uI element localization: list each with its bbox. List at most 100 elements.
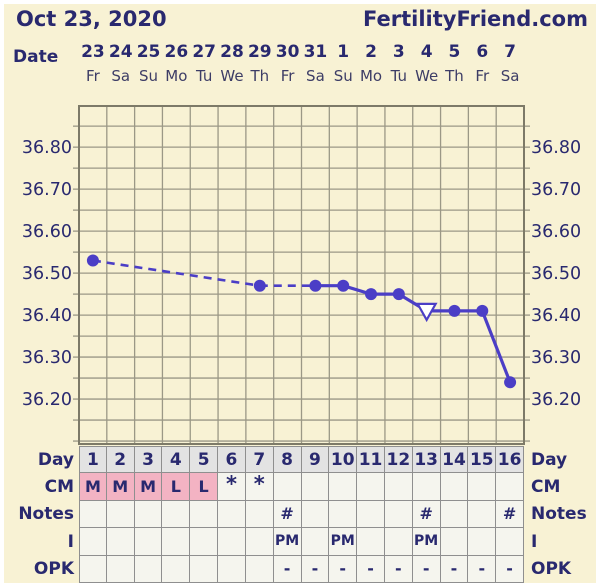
cell-opk-day-3[interactable] xyxy=(134,555,163,583)
cell-opk-day-13[interactable]: - xyxy=(412,555,441,583)
cell-cm-day-15[interactable] xyxy=(468,473,497,501)
cell-notes-day-2[interactable] xyxy=(106,500,135,529)
cell-cm-day-16[interactable] xyxy=(496,473,524,501)
cell-day-day-10[interactable]: 10 xyxy=(329,446,358,474)
cell-cm-day-9[interactable] xyxy=(301,473,330,501)
cell-i-day-9[interactable] xyxy=(301,528,330,556)
cell-opk-day-2[interactable] xyxy=(106,555,135,583)
cell-day-day-7[interactable]: 7 xyxy=(245,446,274,474)
cell-day-day-3[interactable]: 3 xyxy=(134,446,163,474)
cell-opk-day-7[interactable] xyxy=(245,555,274,583)
cell-opk-day-6[interactable] xyxy=(218,555,246,583)
cell-opk-day-5[interactable] xyxy=(190,555,219,583)
temp-marker-day-16[interactable] xyxy=(504,376,517,389)
cell-i-day-15[interactable] xyxy=(468,528,497,556)
date-tick: 27 xyxy=(192,42,216,62)
cell-i-day-4[interactable] xyxy=(162,528,191,556)
y-axis-label-right: 36.30 xyxy=(531,348,581,368)
cell-opk-day-16[interactable]: - xyxy=(496,555,524,583)
cell-cm-day-5[interactable]: L xyxy=(190,473,219,501)
cell-i-day-8[interactable]: PM xyxy=(273,528,302,556)
cell-opk-day-15[interactable]: - xyxy=(468,555,497,583)
cell-notes-day-9[interactable] xyxy=(301,500,330,529)
temp-marker-day-7[interactable] xyxy=(253,279,266,292)
cell-day-day-6[interactable]: 6 xyxy=(218,446,246,474)
cell-cm-day-11[interactable] xyxy=(357,473,385,501)
cell-cm-day-14[interactable] xyxy=(440,473,469,501)
row-label-left-day: Day xyxy=(37,449,74,470)
cell-opk-day-10[interactable]: - xyxy=(329,555,358,583)
cell-notes-day-15[interactable] xyxy=(468,500,497,529)
cell-opk-day-1[interactable] xyxy=(79,555,107,583)
cell-cm-day-10[interactable] xyxy=(329,473,358,501)
cell-i-day-10[interactable]: PM xyxy=(329,528,358,556)
cell-cm-day-7[interactable]: * xyxy=(245,473,274,501)
cell-day-day-11[interactable]: 11 xyxy=(357,446,385,474)
cell-day-day-16[interactable]: 16 xyxy=(496,446,524,474)
cell-i-day-14[interactable] xyxy=(440,528,469,556)
cell-notes-day-11[interactable] xyxy=(357,500,385,529)
cell-day-day-15[interactable]: 15 xyxy=(468,446,497,474)
cell-i-day-11[interactable] xyxy=(357,528,385,556)
cell-cm-day-4[interactable]: L xyxy=(162,473,191,501)
cell-cm-day-1[interactable]: M xyxy=(79,473,107,501)
cell-notes-day-4[interactable] xyxy=(162,500,191,529)
cell-day-day-9[interactable]: 9 xyxy=(301,446,330,474)
cell-opk-day-11[interactable]: - xyxy=(357,555,385,583)
cell-notes-day-6[interactable] xyxy=(218,500,246,529)
cell-day-day-1[interactable]: 1 xyxy=(79,446,107,474)
cell-notes-day-7[interactable] xyxy=(245,500,274,529)
cell-i-day-16[interactable] xyxy=(496,528,524,556)
cell-notes-day-12[interactable] xyxy=(384,500,413,529)
temp-segment-dashed xyxy=(92,259,260,287)
cell-i-day-5[interactable] xyxy=(190,528,219,556)
cell-i-day-12[interactable] xyxy=(384,528,413,556)
y-axis-label-right: 36.20 xyxy=(531,390,581,410)
temp-marker-triangle-day-13[interactable] xyxy=(415,302,438,323)
date-tick: 3 xyxy=(392,42,405,62)
date-axis-label: Date xyxy=(13,47,59,67)
cell-i-day-3[interactable] xyxy=(134,528,163,556)
cell-notes-day-3[interactable] xyxy=(134,500,163,529)
temp-marker-day-14[interactable] xyxy=(448,304,461,317)
cell-i-day-1[interactable] xyxy=(79,528,107,556)
temp-marker-day-15[interactable] xyxy=(476,304,489,317)
cell-i-day-2[interactable] xyxy=(106,528,135,556)
cell-cm-day-2[interactable]: M xyxy=(106,473,135,501)
temp-marker-day-10[interactable] xyxy=(337,279,350,292)
cell-notes-day-13[interactable]: # xyxy=(412,500,441,529)
cell-cm-day-8[interactable] xyxy=(273,473,302,501)
cell-i-day-6[interactable] xyxy=(218,528,246,556)
cell-notes-day-1[interactable] xyxy=(79,500,107,529)
cell-opk-day-14[interactable]: - xyxy=(440,555,469,583)
cell-day-day-5[interactable]: 5 xyxy=(190,446,219,474)
cell-day-day-8[interactable]: 8 xyxy=(273,446,302,474)
cell-cm-day-13[interactable] xyxy=(412,473,441,501)
bbt-chart-svg: 36.80 36.80 36.70 36.70 36.60 36.60 36.50 36.50… xyxy=(22,105,581,445)
weekday-tick: Mo xyxy=(359,67,383,85)
cell-day-day-13[interactable]: 13 xyxy=(412,446,441,474)
cell-notes-day-14[interactable] xyxy=(440,500,469,529)
temp-marker-day-11[interactable] xyxy=(365,288,378,301)
temp-marker-day-1[interactable] xyxy=(86,254,99,267)
cell-opk-day-8[interactable]: - xyxy=(273,555,302,583)
cell-day-day-14[interactable]: 14 xyxy=(440,446,469,474)
cell-notes-day-16[interactable]: # xyxy=(496,500,524,529)
cell-notes-day-10[interactable] xyxy=(329,500,358,529)
cell-i-day-7[interactable] xyxy=(245,528,274,556)
cell-day-day-4[interactable]: 4 xyxy=(162,446,191,474)
cell-i-day-13[interactable]: PM xyxy=(412,528,441,556)
cell-day-day-12[interactable]: 12 xyxy=(384,446,413,474)
cell-notes-day-8[interactable]: # xyxy=(273,500,302,529)
cell-cm-day-6[interactable]: * xyxy=(218,473,246,501)
cell-opk-day-9[interactable]: - xyxy=(301,555,330,583)
cell-cm-day-12[interactable] xyxy=(384,473,413,501)
cell-opk-day-4[interactable] xyxy=(162,555,191,583)
cell-notes-day-5[interactable] xyxy=(190,500,219,529)
cell-cm-day-3[interactable]: M xyxy=(134,473,163,501)
temp-marker-day-12[interactable] xyxy=(392,288,405,301)
cell-opk-day-12[interactable]: - xyxy=(384,555,413,583)
row-label-left-cm: CM xyxy=(44,477,74,498)
cell-day-day-2[interactable]: 2 xyxy=(106,446,135,474)
temp-marker-day-9[interactable] xyxy=(309,279,322,292)
